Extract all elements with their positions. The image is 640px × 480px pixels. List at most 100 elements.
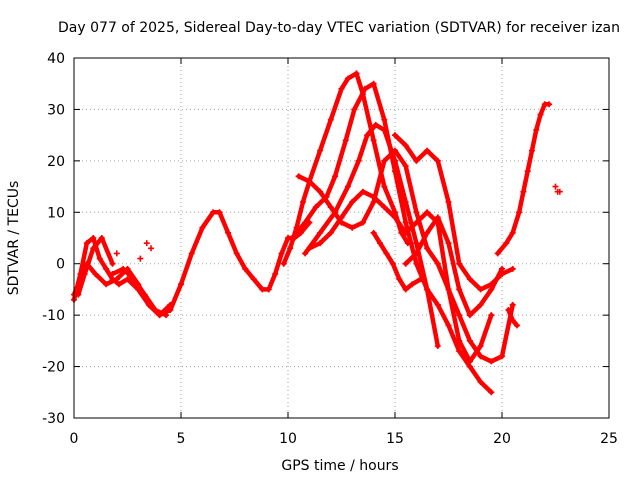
x-tick-label: 5: [177, 431, 186, 447]
data-point-marker: [456, 348, 463, 355]
data-point-marker: [456, 260, 463, 267]
data-point-marker: [445, 286, 452, 293]
data-point-marker: [466, 337, 473, 344]
data-point-marker: [120, 265, 127, 272]
data-point-marker: [113, 250, 120, 257]
data-point-marker: [552, 183, 559, 190]
chart-title: Day 077 of 2025, Sidereal Day-to-day VTE…: [58, 20, 620, 36]
data-point-marker: [92, 271, 99, 277]
data-point-marker: [364, 132, 371, 139]
data-point-marker: [359, 188, 366, 195]
data-point-marker: [199, 224, 206, 231]
data-point-marker: [96, 255, 103, 262]
data-point-marker: [278, 250, 285, 257]
scattered-points: [113, 183, 563, 262]
data-point-marker: [392, 147, 398, 154]
data-point-marker: [402, 219, 409, 226]
data-point-marker: [372, 121, 379, 128]
grid-lines: [74, 58, 609, 418]
data-point-marker: [317, 240, 324, 247]
data-point-marker: [81, 271, 88, 277]
data-point-marker: [233, 250, 240, 257]
data-point-marker: [477, 379, 484, 385]
data-point-marker: [477, 301, 484, 308]
data-point-marker: [312, 204, 319, 211]
series-late-b: [370, 229, 424, 293]
data-point-marker: [402, 163, 409, 169]
data-point-marker: [445, 322, 452, 329]
series-line: [371, 230, 423, 292]
data-point-marker: [287, 245, 294, 252]
data-point-marker: [402, 199, 409, 205]
data-point-marker: [148, 245, 155, 252]
data-point-marker: [413, 157, 420, 164]
plot-frame: [73, 57, 610, 419]
data-point-marker: [349, 199, 356, 205]
data-point-marker: [499, 353, 505, 360]
y-tick-label: -30: [42, 411, 65, 427]
data-point-marker: [381, 116, 388, 123]
series-rise-a: [280, 70, 411, 267]
data-point-marker: [546, 101, 553, 108]
data-point-marker: [413, 240, 420, 247]
data-point-marker: [317, 229, 324, 236]
data-point-marker: [359, 219, 366, 226]
data-point-marker: [280, 260, 287, 267]
x-tick-label: 15: [386, 431, 404, 447]
data-point-marker: [103, 281, 110, 288]
x-tick-label: 10: [279, 431, 297, 447]
data-point-marker: [392, 132, 398, 139]
data-point-marker: [477, 286, 484, 293]
data-point-marker: [413, 250, 420, 257]
data-point-marker: [533, 127, 540, 133]
data-point-marker: [392, 157, 398, 164]
data-point-marker: [477, 353, 484, 360]
data-point-marker: [488, 358, 495, 365]
data-point-marker: [302, 250, 309, 257]
data-point-marker: [381, 183, 388, 190]
y-axis-ticks: -30 -20 -10 0 10 20 30 40: [42, 51, 609, 427]
data-point-marker: [434, 301, 441, 308]
data-point-marker: [362, 85, 369, 92]
data-point-marker: [272, 271, 279, 277]
data-point-marker: [402, 142, 409, 149]
data-point-marker: [488, 389, 495, 396]
data-point-marker: [417, 276, 424, 283]
data-point-marker: [413, 260, 420, 267]
data-point-marker: [216, 209, 223, 216]
data-point-marker: [163, 312, 170, 319]
data-point-marker: [381, 157, 388, 164]
data-point-marker: [494, 250, 501, 257]
series-late-c: [402, 214, 505, 319]
data-point-marker: [392, 214, 398, 221]
data-point-marker: [424, 229, 431, 236]
x-axis-label: GPS time / hours: [281, 458, 398, 474]
data-point-marker: [338, 214, 345, 221]
series-line: [403, 215, 505, 318]
data-point-marker: [259, 286, 266, 293]
data-point-marker: [392, 209, 398, 216]
data-point-marker: [342, 137, 349, 144]
data-point-marker: [445, 199, 452, 205]
series-main-oscillation: [71, 209, 313, 319]
data-point-marker: [413, 209, 420, 216]
series-end-rise: [494, 101, 553, 257]
y-tick-label: 20: [47, 154, 65, 170]
series-line: [495, 102, 552, 256]
data-point-marker: [344, 183, 351, 190]
data-point-marker: [98, 235, 105, 241]
data-point-marker: [409, 281, 416, 288]
y-tick-label: -10: [42, 308, 65, 324]
data-point-marker: [115, 281, 122, 288]
data-point-marker: [302, 219, 309, 226]
series-line: [307, 189, 494, 364]
data-point-marker: [389, 260, 396, 267]
data-point-marker: [466, 276, 473, 283]
data-point-marker: [130, 276, 137, 283]
series-line: [110, 266, 169, 318]
data-point-marker: [537, 111, 544, 118]
data-point-marker: [351, 106, 358, 113]
data-point-marker: [242, 265, 249, 272]
y-tick-label: 10: [47, 205, 65, 221]
data-point-marker: [338, 85, 345, 92]
